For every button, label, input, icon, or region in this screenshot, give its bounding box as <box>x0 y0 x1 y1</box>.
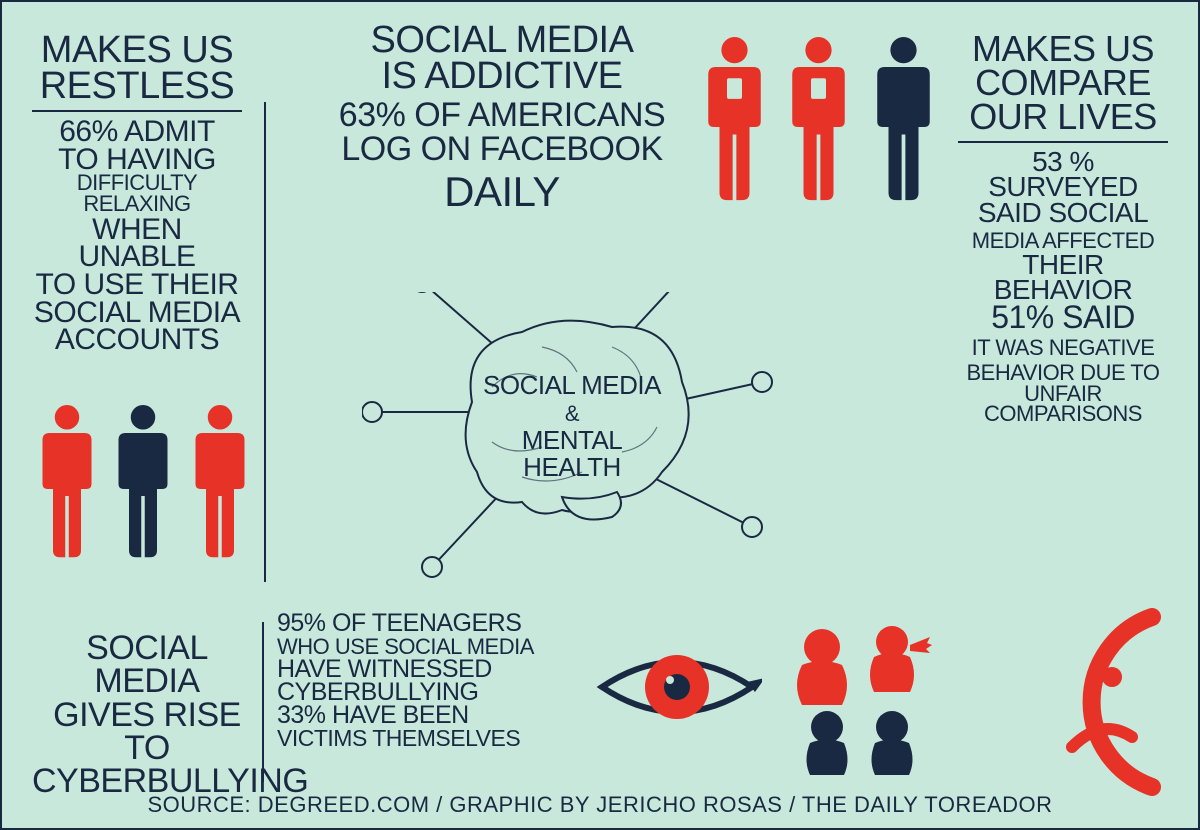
restless-l7: ACCOUNTS <box>55 323 219 356</box>
compare-l6: IT WAS NEGATIVE <box>972 338 1155 358</box>
cb-t1: SOCIAL MEDIA <box>86 629 208 700</box>
compare-section: MAKES US COMPARE OUR LIVES 53 % SURVEYED… <box>958 32 1168 425</box>
divider <box>958 141 1168 143</box>
compare-l1: 53 % SURVEYED <box>988 146 1138 203</box>
addictive-daily: DAILY <box>312 168 692 216</box>
cb-t2: GIVES RISE TO <box>53 696 241 767</box>
restless-body: 66% ADMIT TO HAVING DIFFICULTY RELAXING … <box>32 118 242 354</box>
addictive-b1: 63% OF AMERICANS <box>339 96 665 134</box>
restless-section: MAKES US RESTLESS 66% ADMIT TO HAVING DI… <box>32 32 242 354</box>
divider <box>32 110 242 112</box>
eye-icon <box>592 632 762 747</box>
addictive-section: SOCIAL MEDIA IS ADDICTIVE 63% OF AMERICA… <box>312 22 692 216</box>
brain-l1: SOCIAL MEDIA <box>483 370 661 400</box>
cyberbully-body: 95% OF TEENAGERS WHO USE SOCIAL MEDIA HA… <box>277 612 577 750</box>
person-icon <box>108 402 178 562</box>
cyberbully-title: SOCIAL MEDIA GIVES RISE TO CYBERBULLYING <box>32 632 262 799</box>
source-line: SOURCE: DEGREED.COM / GRAPHIC BY JERICHO… <box>2 792 1198 818</box>
compare-title: MAKES US COMPARE OUR LIVES <box>958 32 1168 135</box>
restless-title: MAKES US RESTLESS <box>32 32 242 104</box>
cbb-l6: VICTIMS THEMSELVES <box>277 725 520 751</box>
brain-label: SOCIAL MEDIA & MENTAL HEALTH <box>472 372 672 481</box>
addictive-b2: LOG ON FACEBOOK <box>341 130 662 168</box>
vertical-divider <box>264 102 266 582</box>
restless-l4: WHEN UNABLE <box>78 213 195 274</box>
compare-t3: OUR LIVES <box>969 96 1157 137</box>
brain-amp: & <box>565 401 579 426</box>
sad-face-icon <box>1012 607 1182 802</box>
person-icon <box>185 402 255 562</box>
restless-title-l2: RESTLESS <box>40 65 235 107</box>
person-icon <box>866 32 941 207</box>
person-icon <box>32 402 102 562</box>
vertical-divider <box>262 622 264 782</box>
cbb-l1: 95% OF TEENAGERS <box>277 609 521 637</box>
restless-l3: DIFFICULTY RELAXING <box>32 173 242 215</box>
brain-l2: MENTAL HEALTH <box>522 425 623 482</box>
compare-l8: UNFAIR COMPARISONS <box>958 384 1168 424</box>
compare-l4: THEIR BEHAVIOR <box>994 249 1133 306</box>
addictive-title: SOCIAL MEDIA IS ADDICTIVE <box>312 22 692 94</box>
people-top-group <box>697 32 946 212</box>
brain-hub: SOCIAL MEDIA & MENTAL HEALTH <box>362 292 782 572</box>
people-left-group <box>32 402 257 567</box>
person-icon <box>697 32 772 207</box>
person-icon <box>781 32 856 207</box>
addictive-t2: IS ADDICTIVE <box>381 55 622 97</box>
compare-l5: 51% SAID <box>991 299 1135 335</box>
addictive-body: 63% OF AMERICANS LOG ON FACEBOOK <box>312 98 692 166</box>
compare-l2: SAID SOCIAL <box>978 197 1148 228</box>
bullying-icon <box>782 617 942 782</box>
compare-body: 53 % SURVEYED SAID SOCIAL MEDIA AFFECTED… <box>958 149 1168 425</box>
